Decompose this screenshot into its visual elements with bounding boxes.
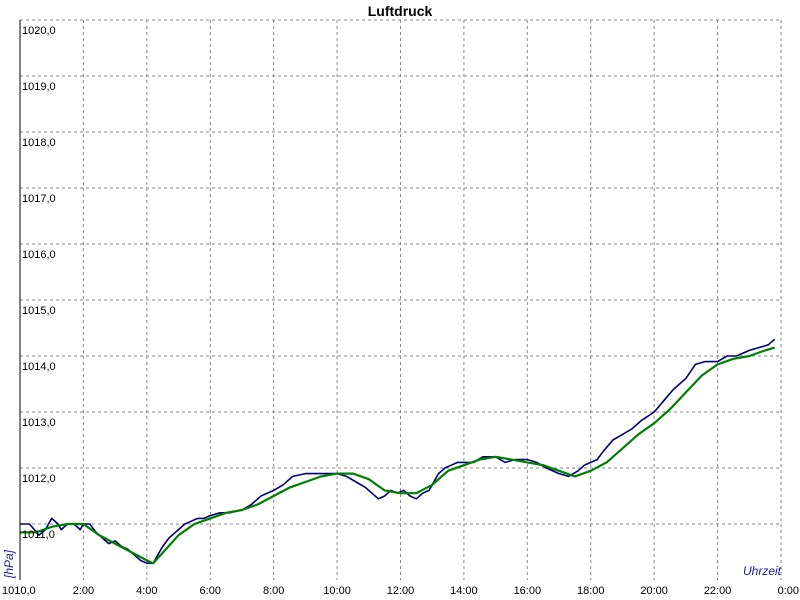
y-axis-label: [hPa] (2, 549, 16, 579)
x-tick-label: 6:00 (200, 585, 221, 597)
y-tick-label: 1018,0 (22, 137, 56, 149)
series-layer (20, 338, 776, 565)
x-tick-label: 8:00 (263, 585, 284, 597)
y-tick-label: 1020,0 (22, 25, 56, 37)
y-tick-label: 1016,0 (22, 249, 56, 261)
series-line-1 (20, 338, 776, 565)
x-tick-label: 16:00 (514, 585, 542, 597)
x-tick-label: 22:00 (704, 585, 732, 597)
y-tick-label: 1014,0 (22, 361, 56, 373)
x-tick-label: 18:00 (577, 585, 605, 597)
grid-layer (20, 19, 782, 580)
x-tick-label: 14:00 (450, 585, 478, 597)
x-tick-label: 10:00 (323, 585, 351, 597)
x-tick-label: 4:00 (136, 585, 157, 597)
y-tick-label: 1010,0 (2, 585, 36, 597)
x-axis-label: Uhrzeit (743, 564, 782, 578)
y-tick-label: 1019,0 (22, 81, 56, 93)
x-tick-label: 20:00 (640, 585, 668, 597)
y-tick-label: 1015,0 (22, 305, 56, 317)
y-tick-label: 1013,0 (22, 417, 56, 429)
x-tick-label: 0:00 (778, 585, 799, 597)
x-tick-label: 2:00 (73, 585, 94, 597)
tick-layer: 1010,0 1011,0 1012,0 1013,0 1014,0 1015,0 1016… (2, 25, 799, 597)
series-line-2 (20, 346, 776, 565)
x-tick-label: 12:00 (387, 585, 415, 597)
y-tick-label: 1017,0 (22, 193, 56, 205)
chart-title: Luftdruck (368, 3, 433, 19)
y-tick-label: 1011,0 (22, 529, 55, 541)
y-tick-label: 1012,0 (22, 473, 56, 485)
